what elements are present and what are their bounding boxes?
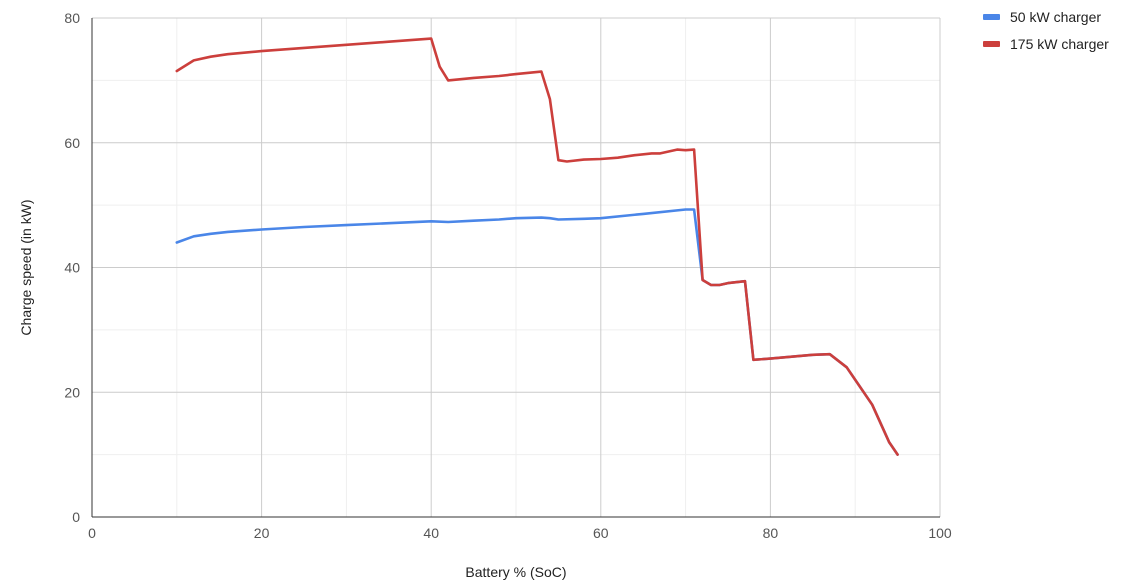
grid <box>92 17 941 517</box>
legend-label: 50 kW charger <box>1010 9 1101 25</box>
legend-swatch <box>983 14 1000 20</box>
legend: 50 kW charger 175 kW charger <box>983 9 1109 52</box>
y-tick-label: 40 <box>64 260 80 276</box>
series-lines <box>175 37 899 456</box>
series-line-2 <box>175 37 899 456</box>
y-tick-label: 80 <box>64 10 80 26</box>
legend-label: 175 kW charger <box>1010 36 1109 52</box>
y-tick-label: 20 <box>64 384 80 400</box>
x-tick-label: 60 <box>593 525 609 541</box>
legend-swatch <box>983 41 1000 47</box>
x-tick-label: 0 <box>88 525 96 541</box>
x-tick-label: 40 <box>423 525 439 541</box>
x-tick-label: 100 <box>928 525 952 541</box>
y-axis-title: Charge speed (in kW) <box>18 199 34 335</box>
x-tick-label: 80 <box>763 525 779 541</box>
y-tick-label: 0 <box>72 509 80 525</box>
x-tick-label: 20 <box>254 525 270 541</box>
axes: 0 20 40 60 80 100 0 20 40 60 80 <box>64 10 951 541</box>
y-tick-label: 60 <box>64 135 80 151</box>
x-axis-title: Battery % (SoC) <box>465 564 566 580</box>
series-line-1 <box>175 208 899 456</box>
